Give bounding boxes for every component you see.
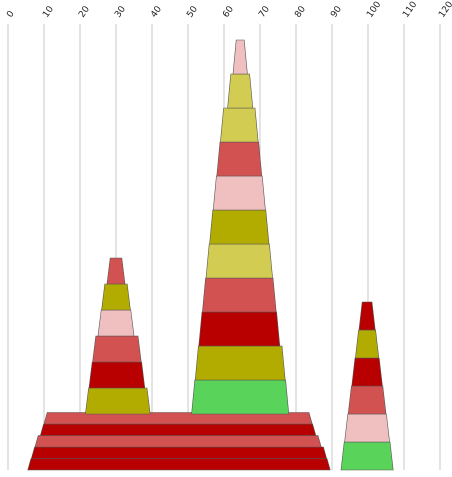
bar-segment-base-4 bbox=[43, 412, 313, 425]
grid-lines bbox=[7, 24, 441, 470]
x-axis-tick-labels: 0 10 20 30 40 50 60 70 80 90 100 110 120 bbox=[5, 0, 452, 20]
x-tick-label: 120 bbox=[437, 0, 452, 20]
bar-segment-right-cone-0 bbox=[340, 441, 394, 471]
bar-segment-left-cone-3 bbox=[97, 309, 135, 337]
x-tick-label: 40 bbox=[149, 4, 164, 19]
bar-segment-left-cone-1 bbox=[88, 361, 146, 389]
bar-segment-base-2 bbox=[34, 435, 322, 448]
x-tick-label: 50 bbox=[185, 4, 200, 19]
stack-right-cone bbox=[340, 301, 394, 471]
bar-segment-center-cone-5 bbox=[209, 209, 270, 245]
bar-segment-center-cone-8 bbox=[220, 107, 259, 143]
bar-segment-center-cone-0 bbox=[191, 379, 290, 415]
bar-segment-left-cone-2 bbox=[92, 335, 142, 363]
bar-segment-right-cone-1 bbox=[344, 413, 390, 443]
bar-segment-center-cone-7 bbox=[216, 141, 263, 177]
bar-segment-left-cone-5 bbox=[106, 257, 126, 285]
x-tick-label: 10 bbox=[41, 4, 56, 19]
bar-segment-center-cone-6 bbox=[212, 175, 266, 211]
bar-segment-right-cone-4 bbox=[355, 329, 380, 359]
x-tick-label: 20 bbox=[77, 4, 92, 19]
stack-left-cone bbox=[85, 257, 151, 415]
bar-segment-center-cone-10 bbox=[232, 39, 248, 75]
bar-segment-center-cone-2 bbox=[198, 311, 281, 347]
stack-center-cone bbox=[191, 39, 290, 415]
bar-segment-base-0 bbox=[27, 458, 331, 471]
x-tick-label: 100 bbox=[365, 0, 383, 20]
bar-segment-center-cone-9 bbox=[227, 73, 254, 109]
x-tick-label: 60 bbox=[221, 4, 236, 19]
bar-segment-center-cone-4 bbox=[205, 243, 273, 279]
bar-segment-left-cone-0 bbox=[85, 387, 151, 415]
stack-base bbox=[27, 412, 331, 471]
bar-segment-center-cone-1 bbox=[194, 345, 286, 381]
bar-segment-right-cone-3 bbox=[351, 357, 383, 387]
bar-segment-center-cone-3 bbox=[202, 277, 277, 313]
x-tick-label: 80 bbox=[293, 4, 308, 19]
bar-segment-base-3 bbox=[40, 423, 317, 436]
stacked-cones bbox=[27, 39, 394, 471]
x-tick-label: 90 bbox=[329, 4, 344, 19]
bar-segment-right-cone-2 bbox=[347, 385, 387, 415]
x-tick-label: 0 bbox=[5, 9, 17, 20]
bar-segment-right-cone-5 bbox=[358, 301, 376, 331]
x-tick-label: 30 bbox=[113, 4, 128, 19]
x-tick-label: 110 bbox=[401, 0, 419, 20]
bar-segment-base-1 bbox=[31, 446, 327, 459]
x-tick-label: 70 bbox=[257, 4, 272, 19]
bar-segment-left-cone-4 bbox=[101, 283, 131, 311]
